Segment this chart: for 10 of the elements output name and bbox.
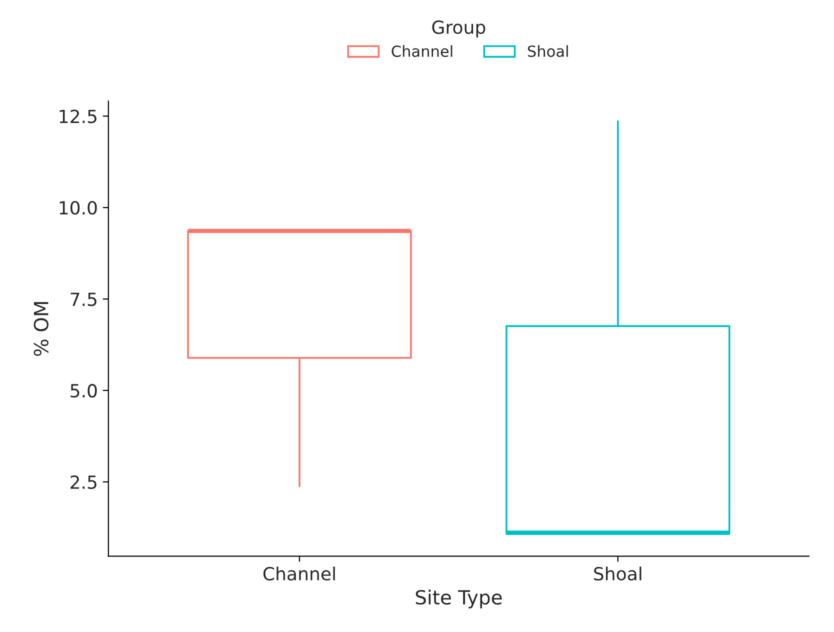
- y-tick-label: 10.0: [60, 201, 97, 215]
- y-tick-label: 5.0: [70, 384, 97, 398]
- legend-title: Group: [432, 20, 486, 38]
- legend-label: Channel: [392, 45, 452, 58]
- y-tick-label: 7.5: [70, 292, 96, 306]
- x-axis-title: Site Type: [416, 590, 502, 608]
- y-tick-label: 2.5: [70, 475, 96, 490]
- y-tick-label: 12.5: [60, 110, 96, 124]
- legend-label: Shoal: [528, 45, 568, 58]
- y-axis-title: % OM: [34, 302, 48, 356]
